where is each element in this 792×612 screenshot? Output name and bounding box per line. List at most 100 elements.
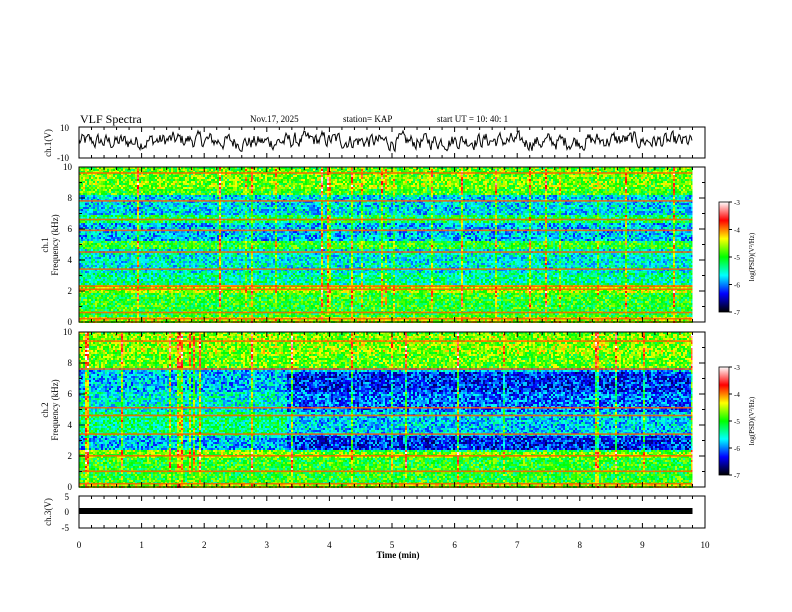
spectrogram-cell (139, 293, 141, 295)
spectrogram-cell (123, 171, 125, 173)
spectrogram-cell (157, 305, 159, 307)
spectrogram-cell (113, 233, 115, 235)
spectrogram-cell (201, 207, 203, 209)
spectrogram-cell (197, 191, 199, 193)
spectrogram-cell (115, 209, 117, 211)
spectrogram-cell (97, 253, 99, 255)
spectrogram-cell (151, 231, 153, 233)
spectrogram-cell (141, 273, 143, 275)
spectrogram-cell (135, 195, 137, 197)
spectrogram-cell (167, 269, 169, 271)
spectrogram-cell (117, 203, 119, 205)
spectrogram-cell (91, 187, 93, 189)
spectrogram-cell (111, 225, 113, 227)
spectrogram-cell (179, 199, 181, 201)
spectrogram-cell (199, 205, 201, 207)
spectrogram-cell (103, 257, 105, 259)
spectrogram-cell (145, 305, 147, 307)
spectrogram-cell (107, 283, 109, 285)
spectrogram-cell (203, 201, 205, 203)
spectrogram-cell (147, 279, 149, 281)
spectrogram-cell (81, 173, 83, 175)
spectrogram-cell (175, 197, 177, 199)
spectrogram-cell (189, 189, 191, 191)
spectrogram-cell (157, 237, 159, 239)
spectrogram-cell (149, 227, 151, 229)
spectrogram-cell (137, 235, 139, 237)
spectrogram-cell (195, 217, 197, 219)
spectrogram-cell (115, 271, 117, 273)
spectrogram-cell (171, 183, 173, 185)
spectrogram-cell (193, 273, 195, 275)
spectrogram-cell (135, 309, 137, 311)
spectrogram-cell (83, 241, 85, 243)
spectrogram-cell (101, 215, 103, 217)
spectrogram-cell (179, 223, 181, 225)
spectrogram-cell (187, 217, 189, 219)
spectrogram-cell (103, 303, 105, 305)
spectrogram-cell (201, 203, 203, 205)
spectrogram-cell (99, 175, 101, 177)
spectrogram-cell (115, 315, 117, 317)
spectrogram-cell (193, 231, 195, 233)
spectrogram-cell (131, 261, 133, 263)
spectrogram-cell (145, 247, 147, 249)
spectrogram-cell (115, 227, 117, 229)
spectrogram-cell (117, 173, 119, 175)
spectrogram-cell (109, 277, 111, 279)
spectrogram-cell (197, 313, 199, 315)
spectrogram-cell (137, 207, 139, 209)
spectrogram-cell (125, 225, 127, 227)
spectrogram-cell (111, 201, 113, 203)
spectrogram-cell (189, 265, 191, 267)
spectrogram-cell (127, 283, 129, 285)
spectrogram-cell (121, 275, 123, 277)
spectrogram-cell (159, 227, 161, 229)
spectrogram-cell (167, 303, 169, 305)
spectrogram-cell (169, 169, 171, 171)
spectrogram-cell (119, 201, 121, 203)
spectrogram-cell (149, 281, 151, 283)
spectrogram-cell (169, 193, 171, 195)
spectrogram-cell (117, 305, 119, 307)
spectrogram-cell (191, 283, 193, 285)
spectrogram-cell (177, 261, 179, 263)
spectrogram-cell (157, 241, 159, 243)
plot-title: VLF Spectra (80, 112, 142, 127)
spectrogram-cell (197, 175, 199, 177)
spectrogram-cell (111, 245, 113, 247)
spectrogram-cell (117, 301, 119, 303)
spectrogram-cell (99, 247, 101, 249)
spectrogram-cell (101, 211, 103, 213)
spectrogram-cell (193, 239, 195, 241)
spectrogram-cell (81, 167, 83, 169)
spectrogram-cell (179, 315, 181, 317)
spectrogram-cell (183, 293, 185, 295)
spectrogram-cell (123, 277, 125, 279)
spectrogram-cell (93, 179, 95, 181)
spectrogram-cell (81, 179, 83, 181)
spectrogram-cell (157, 215, 159, 217)
spectrogram-cell (195, 195, 197, 197)
spectrogram-cell (79, 241, 81, 243)
spectrogram-cell (151, 297, 153, 299)
spectrogram-cell (199, 257, 201, 259)
spectrogram-cell (187, 287, 189, 289)
spectrogram-cell (125, 221, 127, 223)
spectrogram-cell (153, 313, 155, 315)
spectrogram-cell (165, 205, 167, 207)
spectrogram-cell (185, 247, 187, 249)
spectrogram-cell (115, 235, 117, 237)
spectrogram-cell (165, 185, 167, 187)
spectrogram-cell (187, 175, 189, 177)
spectrogram-cell (87, 255, 89, 257)
spectrogram-cell (119, 175, 121, 177)
spectrogram-cell (177, 239, 179, 241)
spectrogram-cell (83, 255, 85, 257)
spectrogram-cell (203, 221, 205, 223)
spectrogram-cell (117, 191, 119, 193)
spectrogram-cell (153, 207, 155, 209)
spectrogram-cell (151, 173, 153, 175)
spectrogram-cell (117, 205, 119, 207)
spectrogram-cell (195, 235, 197, 237)
